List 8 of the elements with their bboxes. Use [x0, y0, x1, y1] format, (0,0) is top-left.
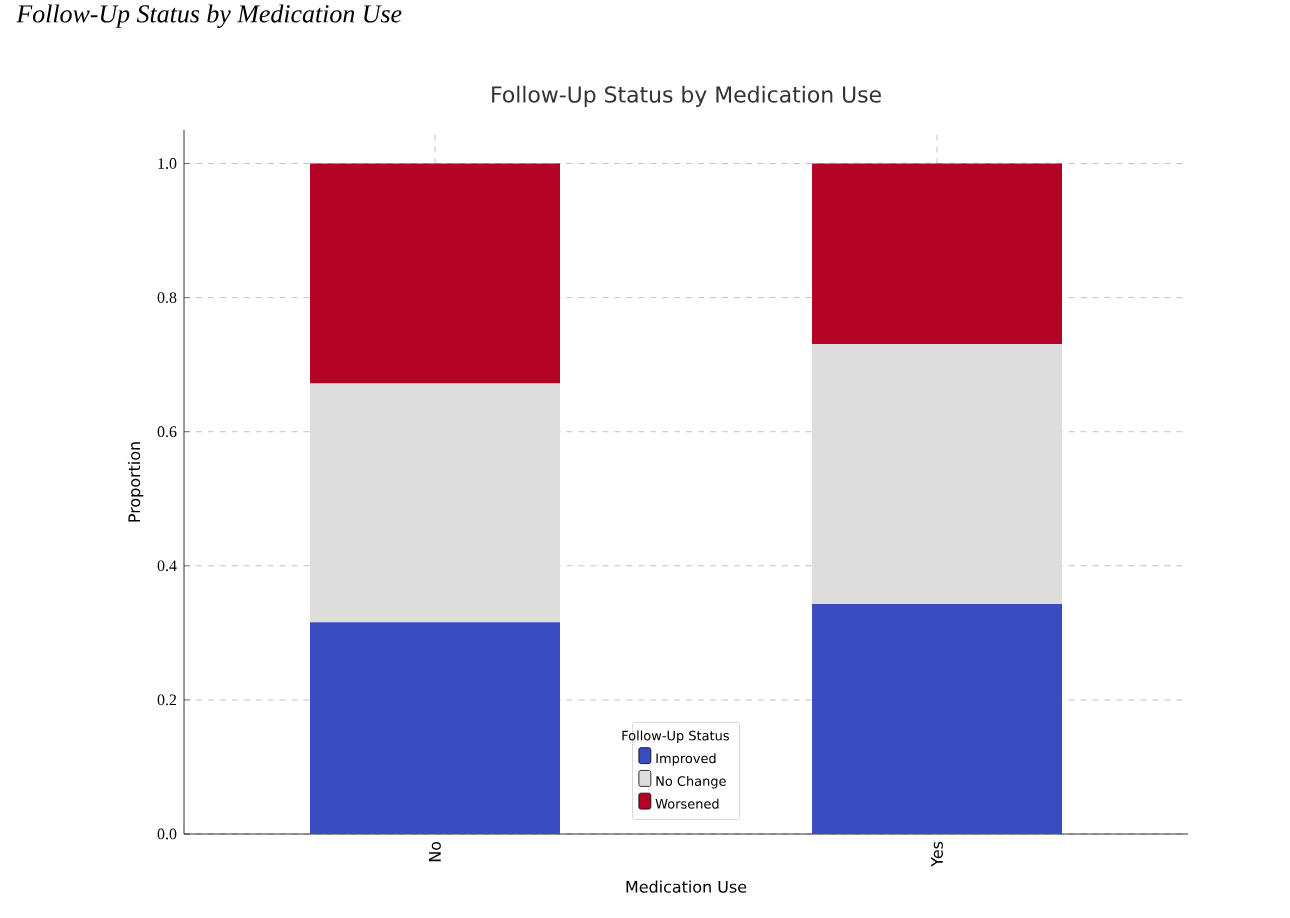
- bar: [812, 163, 1063, 344]
- text: Follow-Up Status by Medication Use: [16, 4, 402, 28]
- bar: [310, 622, 561, 834]
- bar: [310, 163, 561, 384]
- bar: [812, 343, 1063, 605]
- bar: [812, 604, 1063, 834]
- bar: [310, 383, 561, 623]
- chart-title: Follow-Up Status by Medication Use: [492, 85, 881, 107]
